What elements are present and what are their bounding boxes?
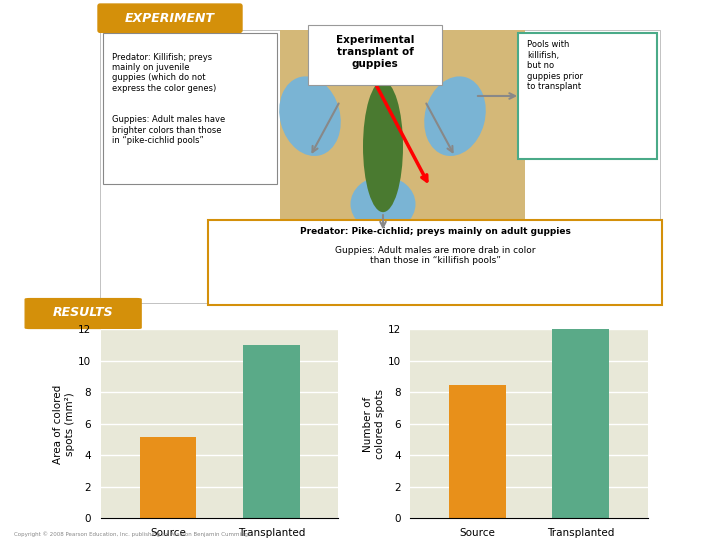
Text: Guppies: Adult males are more drab in color
than those in “killifish pools”: Guppies: Adult males are more drab in co…	[335, 246, 535, 265]
Y-axis label: Number of
colored spots: Number of colored spots	[363, 389, 384, 459]
Text: RESULTS: RESULTS	[53, 306, 114, 319]
FancyBboxPatch shape	[308, 25, 442, 85]
Bar	[449, 384, 506, 518]
Text: Pools with
killifish,
but no
guppies prior
to transplant: Pools with killifish, but no guppies pri…	[527, 40, 583, 91]
Bar	[243, 345, 300, 518]
FancyBboxPatch shape	[25, 299, 141, 328]
Ellipse shape	[351, 176, 415, 232]
Text: Predator: Killifish; preys
mainly on juvenile
guppies (which do not
express the : Predator: Killifish; preys mainly on juv…	[112, 52, 216, 93]
FancyBboxPatch shape	[208, 220, 662, 305]
Text: Guppies: Adult males have
brighter colors than those
in “pike-cichlid pools”: Guppies: Adult males have brighter color…	[112, 115, 225, 145]
FancyBboxPatch shape	[518, 33, 657, 159]
Text: EXPERIMENT: EXPERIMENT	[125, 12, 215, 25]
Text: Predator: Pike-cichlid; preys mainly on adult guppies: Predator: Pike-cichlid; preys mainly on …	[300, 227, 570, 237]
FancyBboxPatch shape	[280, 30, 525, 253]
Ellipse shape	[279, 76, 341, 156]
Y-axis label: Area of colored
spots (mm²): Area of colored spots (mm²)	[53, 384, 75, 463]
Ellipse shape	[363, 81, 403, 212]
FancyBboxPatch shape	[100, 30, 660, 303]
FancyBboxPatch shape	[103, 33, 277, 184]
Text: Experimental
transplant of
guppies: Experimental transplant of guppies	[336, 35, 414, 69]
Bar	[140, 436, 197, 518]
FancyBboxPatch shape	[98, 4, 242, 32]
Text: Copyright © 2008 Pearson Education, Inc. publishing as Pearson Benjamin Cummings: Copyright © 2008 Pearson Education, Inc.…	[14, 532, 251, 537]
Bar	[552, 329, 609, 518]
Ellipse shape	[424, 76, 486, 156]
